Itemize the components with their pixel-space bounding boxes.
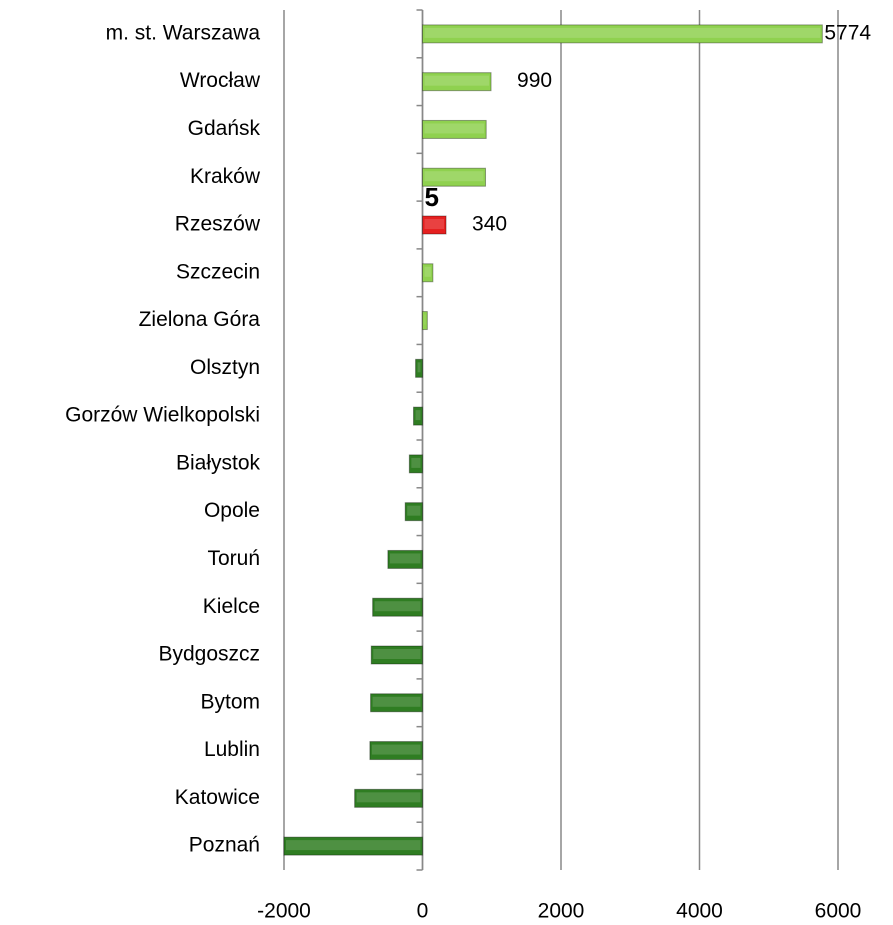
x-tick-label: 2000 xyxy=(538,900,585,923)
bar xyxy=(370,645,424,665)
y-tick-label: Poznań xyxy=(189,834,260,857)
bar-bevel xyxy=(411,457,421,468)
y-tick-label: Toruń xyxy=(207,547,260,570)
bar-bevel xyxy=(424,171,484,182)
bar-bevel xyxy=(417,362,421,373)
bar xyxy=(422,215,447,235)
bar xyxy=(422,24,823,44)
bar xyxy=(387,549,423,569)
bar-bevel xyxy=(424,314,426,325)
bar-bevel xyxy=(415,410,421,421)
bar xyxy=(422,167,487,187)
bar-bevel xyxy=(286,840,421,851)
y-tick-label: Lublin xyxy=(204,738,260,761)
bar xyxy=(404,502,423,522)
y-tick-label: Gorzów Wielkopolski xyxy=(65,404,260,427)
bar xyxy=(369,741,423,761)
bar xyxy=(422,72,492,92)
bar-bevel xyxy=(424,27,821,38)
bar-bevel xyxy=(371,744,421,755)
bar-bevel xyxy=(373,649,421,659)
bar xyxy=(408,454,423,474)
value-label: 340 xyxy=(472,213,507,236)
y-tick-label: Zielona Góra xyxy=(139,308,261,331)
bar-bevel xyxy=(424,123,485,134)
bar-bevel xyxy=(372,696,421,707)
y-tick-label: Rzeszów xyxy=(175,213,261,236)
y-tick-label: Bytom xyxy=(200,690,260,713)
bar-bevel xyxy=(407,505,421,516)
annotation: 5 xyxy=(425,182,439,212)
x-tick-label: 0 xyxy=(417,900,429,923)
bar xyxy=(412,406,423,426)
value-label: 5774 xyxy=(824,21,871,44)
bar xyxy=(370,693,423,713)
y-tick-label: Bydgoszcz xyxy=(158,643,260,666)
bar xyxy=(354,788,424,808)
bar xyxy=(422,311,428,331)
bar-bevel xyxy=(374,601,421,612)
y-tick-label: Białystok xyxy=(176,451,261,474)
x-tick-label: -2000 xyxy=(257,900,311,923)
bar-bevel xyxy=(389,553,421,564)
bar xyxy=(283,836,423,856)
bar-bevel xyxy=(356,792,421,803)
y-tick-label: Katowice xyxy=(175,786,260,809)
y-tick-label: Wrocław xyxy=(180,69,261,92)
y-tick-label: Szczecin xyxy=(176,260,260,283)
y-tick-label: Kielce xyxy=(203,595,260,618)
bar-bevel xyxy=(424,75,490,86)
bar xyxy=(422,119,487,139)
bar-bevel xyxy=(424,219,445,229)
value-label: 990 xyxy=(517,69,552,92)
x-tick-label: 6000 xyxy=(815,900,862,923)
y-tick-label: Opole xyxy=(204,499,260,522)
bar xyxy=(415,358,424,378)
y-tick-label: Olsztyn xyxy=(190,356,260,379)
y-tick-label: Gdańsk xyxy=(188,117,261,140)
x-tick-label: 4000 xyxy=(676,900,723,923)
bar xyxy=(422,263,434,283)
y-tick-label: m. st. Warszawa xyxy=(106,21,261,44)
bar xyxy=(372,597,424,617)
y-tick-label: Kraków xyxy=(190,165,261,188)
bar-bevel xyxy=(424,266,431,277)
